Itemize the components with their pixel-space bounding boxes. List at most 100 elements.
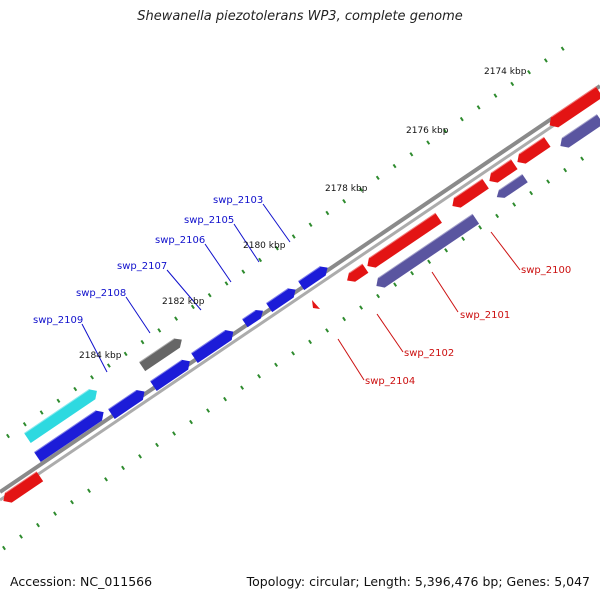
gene-label-swp-2109[interactable]: swp_2109 <box>33 315 83 326</box>
gene-labels-reverse: swp_2100 swp_2101 swp_2102 swp_2104 <box>365 265 571 387</box>
feature-forward-cds-highlight <box>190 329 226 354</box>
feature-forward-cds <box>297 265 328 291</box>
tick-mark <box>410 270 415 276</box>
feature-reverse-cds-highlight <box>368 211 436 259</box>
feature-reverse-cds-body <box>517 136 551 164</box>
feature-reverse-cds-body <box>3 471 44 503</box>
gene-label-swp-2102[interactable]: swp_2102 <box>404 348 454 359</box>
feature-reverse-cds-highlight <box>490 158 512 174</box>
feature-forward-cds-body <box>298 266 328 291</box>
leader-swp-2101 <box>431 271 459 313</box>
tick-mark <box>224 281 229 286</box>
feature-reverse-other <box>496 173 528 198</box>
tick-mark <box>512 202 517 207</box>
feature-forward-cds <box>265 287 296 313</box>
feature-reverse-cds-highlight <box>4 470 38 494</box>
feature-reverse-marker <box>312 300 320 309</box>
gene-label-swp-2105[interactable]: swp_2105 <box>184 215 234 226</box>
tick-mark <box>174 316 179 321</box>
feature-forward-cds-highlight <box>149 358 183 382</box>
tick-mark <box>70 499 74 505</box>
feature-forward-cds-highlight <box>265 287 289 304</box>
tick-mark <box>6 433 10 439</box>
feature-forward-cds <box>241 309 264 328</box>
gene-label-swp-2104[interactable]: swp_2104 <box>365 376 415 387</box>
tick-mark <box>527 69 532 75</box>
feature-forward-rna <box>23 388 97 443</box>
tick-mark <box>375 175 380 181</box>
gene-label-swp-2107[interactable]: swp_2107 <box>117 261 167 272</box>
feature-forward-cds <box>33 409 104 462</box>
feature-reverse-cds-body <box>367 212 442 268</box>
tick-mark <box>206 408 210 413</box>
tick-mark <box>157 328 162 333</box>
tick-mark <box>392 163 397 169</box>
gene-labels-forward: swp_2103 swp_2105 swp_2106 swp_2107 swp_… <box>33 195 263 326</box>
tick-mark <box>73 386 78 392</box>
tick-mark <box>291 234 296 239</box>
feature-reverse-cds <box>452 177 489 208</box>
scale-label: 2174 kbp <box>484 67 527 77</box>
feature-reverse-cds-body <box>347 263 369 282</box>
leader-swp-2103 <box>262 203 291 243</box>
tick-mark <box>123 351 128 357</box>
tick-mark <box>342 199 347 204</box>
tick-mark <box>443 128 447 134</box>
tick-mark <box>274 246 279 251</box>
feature-reverse-other-highlight <box>377 212 473 279</box>
tick-mark <box>359 305 364 310</box>
feature-forward-other <box>138 337 182 372</box>
gene-label-swp-2108[interactable]: swp_2108 <box>76 288 126 299</box>
tick-mark <box>543 58 548 63</box>
tick-mark <box>106 363 111 368</box>
tick-mark <box>308 222 313 227</box>
feature-reverse-other-highlight <box>561 113 598 139</box>
tick-mark <box>493 93 498 98</box>
tick-mark <box>476 105 481 110</box>
tick-mark <box>22 422 27 427</box>
feature-reverse-cds <box>367 211 442 268</box>
feature-reverse-cds <box>3 470 44 503</box>
gene-label-swp-2106[interactable]: swp_2106 <box>155 235 205 246</box>
feature-reverse-cds-body <box>489 159 518 183</box>
leader-swp-2106 <box>204 243 232 283</box>
feature-reverse-cds-highlight <box>518 135 545 155</box>
tick-mark <box>223 396 228 402</box>
tick-mark <box>140 339 145 345</box>
tick-mark <box>258 257 263 263</box>
feature-forward-cds-body <box>108 389 145 419</box>
tick-mark <box>189 419 193 425</box>
tick-mark <box>427 259 432 264</box>
gene-label-swp-2101[interactable]: swp_2101 <box>460 310 510 321</box>
feature-forward-other-body <box>139 338 182 372</box>
feature-reverse-cds <box>489 158 518 183</box>
tick-mark <box>36 522 40 528</box>
tick-mark <box>529 190 534 196</box>
scale-label: 2178 kbp <box>325 184 368 194</box>
feature-reverse-cds <box>517 135 551 164</box>
tick-mark <box>274 362 279 368</box>
tick-mark <box>393 282 398 287</box>
feature-reverse-cds <box>347 262 369 282</box>
tick-mark <box>104 477 108 482</box>
feature-forward-cds-body <box>242 310 264 328</box>
tick-mark <box>495 213 500 219</box>
tick-mark <box>376 293 381 299</box>
tick-mark <box>426 140 431 145</box>
gene-label-swp-2100[interactable]: swp_2100 <box>521 265 571 276</box>
tick-mark <box>325 210 330 216</box>
tick-mark <box>121 465 125 471</box>
backbone-line-inner <box>0 92 600 502</box>
feature-forward-cds <box>149 358 190 391</box>
tick-mark <box>560 46 565 51</box>
feature-forward-rna-highlight <box>23 388 90 434</box>
tick-mark <box>459 116 464 122</box>
tick-mark <box>19 534 23 539</box>
feature-forward-cds-highlight <box>297 265 321 282</box>
feature-reverse-other-body <box>376 213 480 288</box>
feature-reverse-cds-body <box>549 86 600 128</box>
tick-mark <box>87 488 91 493</box>
leader-swp-2107 <box>166 269 202 311</box>
gene-label-swp-2103[interactable]: swp_2103 <box>213 195 263 206</box>
feature-forward-rna-body <box>24 389 97 443</box>
